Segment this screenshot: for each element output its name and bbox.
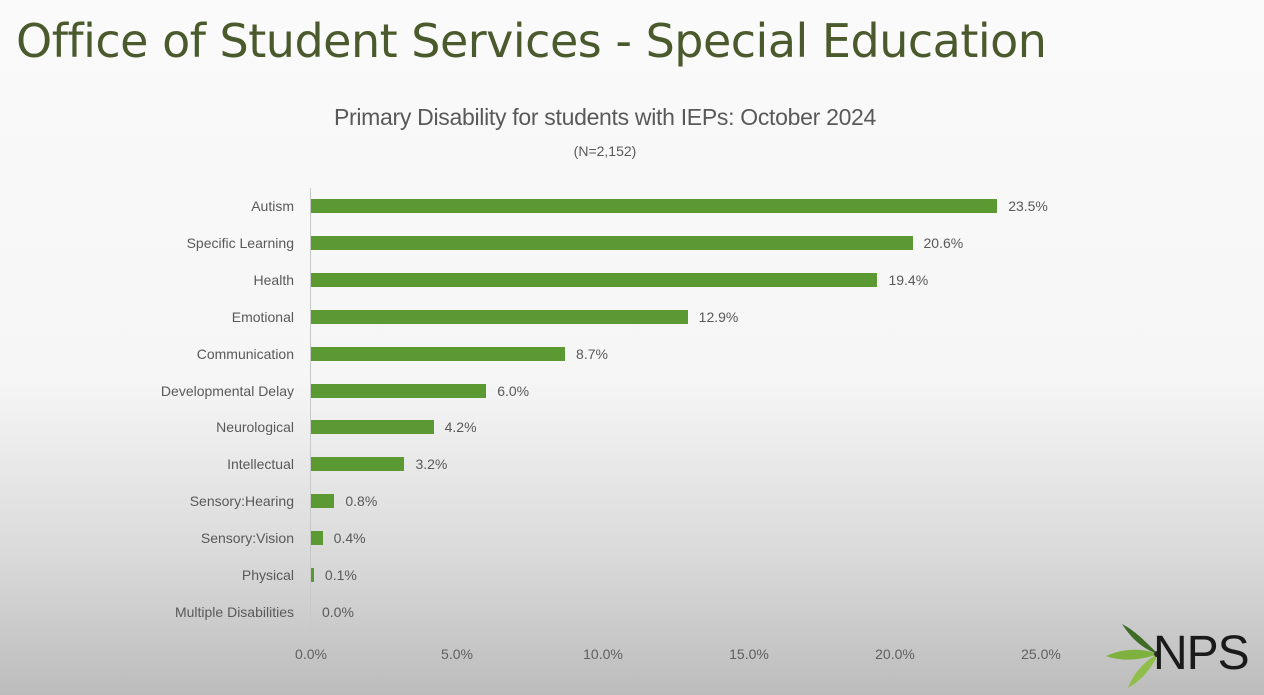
- bar: [311, 383, 487, 398]
- bar: [311, 309, 688, 324]
- category-label: Neurological: [216, 419, 294, 436]
- chart-title: Primary Disability for students with IEP…: [333, 104, 877, 130]
- x-tick-label: 0.0%: [295, 646, 327, 662]
- logo-text: NPS: [1153, 627, 1250, 680]
- bar-row: Sensory:Hearing 0.8%: [0, 483, 1100, 519]
- bar: [311, 457, 405, 472]
- category-label: Intellectual: [227, 456, 294, 473]
- category-label: Developmental Delay: [160, 382, 294, 399]
- bar: [311, 272, 878, 287]
- bar-row: Physical 0.1%: [0, 557, 1100, 593]
- bar: [311, 420, 434, 435]
- bar: [311, 531, 323, 546]
- x-tick-label: 10.0%: [583, 646, 623, 662]
- category-label: Specific Learning: [186, 234, 294, 251]
- nps-logo: NPS: [1100, 620, 1260, 690]
- bar-row: Emotional 12.9%: [0, 299, 1100, 335]
- value-label: 8.7%: [576, 345, 608, 362]
- value-label: 4.2%: [444, 419, 477, 436]
- value-label: 6.0%: [497, 382, 530, 399]
- leaf-icon: [1106, 624, 1160, 688]
- bar: [311, 568, 314, 582]
- value-label: 0.0%: [322, 603, 354, 620]
- bar: [311, 199, 998, 213]
- value-label: 12.9%: [698, 308, 739, 325]
- category-label: Sensory:Hearing: [189, 493, 294, 510]
- slide-title: Office of Student Services - Special Edu…: [16, 14, 1047, 68]
- value-label: 0.8%: [345, 493, 378, 510]
- y-axis-line: [310, 188, 311, 632]
- value-label: 23.5%: [1008, 198, 1048, 214]
- category-label: Multiple Disabilities: [174, 603, 294, 620]
- value-label: 0.1%: [324, 567, 357, 583]
- value-label: 3.2%: [415, 456, 448, 473]
- x-tick-label: 20.0%: [875, 646, 915, 662]
- category-label: Emotional: [231, 308, 294, 325]
- bar-row: Multiple Disabilities 0.0%: [0, 594, 1100, 630]
- bar-row: Specific Learning 20.6%: [0, 225, 1100, 261]
- x-tick-label: 15.0%: [729, 646, 769, 662]
- bar-row: Health 19.4%: [0, 262, 1100, 298]
- bar-row: Communication 8.7%: [0, 336, 1100, 372]
- category-label: Autism: [251, 198, 294, 214]
- bar-row: Intellectual 3.2%: [0, 446, 1100, 482]
- category-label: Physical: [241, 567, 294, 583]
- bar: [311, 494, 335, 509]
- bar: [311, 346, 566, 361]
- bar-row: Sensory:Vision 0.4%: [0, 520, 1100, 556]
- x-tick-label: 5.0%: [441, 646, 473, 662]
- value-label: 19.4%: [888, 271, 929, 288]
- category-label: Sensory:Vision: [200, 530, 294, 547]
- bar-row: Neurological 4.2%: [0, 409, 1100, 445]
- bar-row: Autism 23.5%: [0, 188, 1100, 224]
- category-label: Communication: [196, 345, 294, 362]
- category-label: Health: [253, 271, 294, 288]
- bar: [311, 235, 913, 250]
- value-label: 0.4%: [333, 530, 366, 547]
- bar-row: Developmental Delay 6.0%: [0, 373, 1100, 409]
- chart-subtitle: (N=2,152): [573, 143, 637, 159]
- value-label: 20.6%: [923, 234, 964, 251]
- x-tick-label: 25.0%: [1021, 646, 1061, 662]
